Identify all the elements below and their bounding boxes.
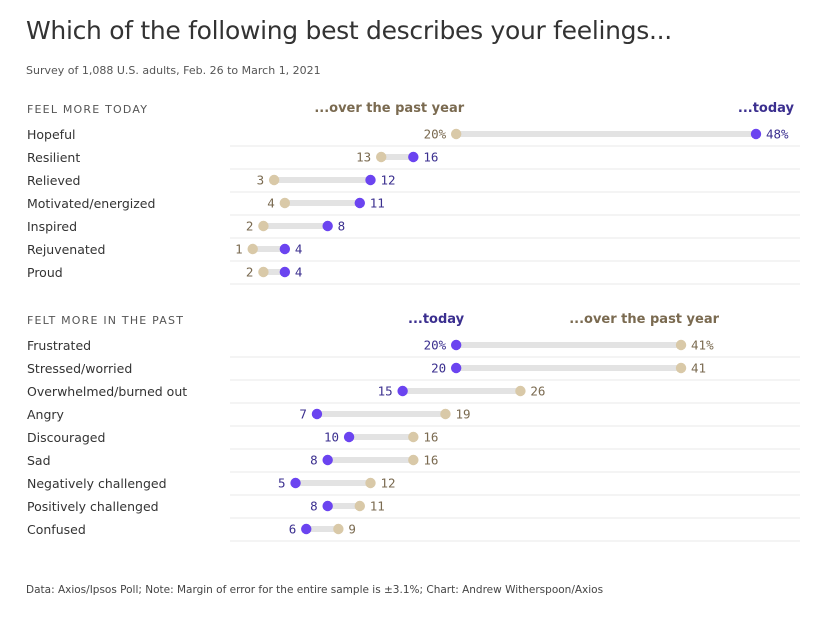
past-year-dot	[440, 408, 451, 420]
today-dot	[343, 431, 355, 443]
past-year-dot	[408, 454, 419, 466]
column-header-left: ...over the past year	[314, 101, 464, 116]
past-year-value-label: 13	[356, 150, 371, 165]
today-dot	[311, 408, 323, 420]
past-year-value-label: 41	[691, 361, 706, 376]
past-year-dot	[675, 339, 687, 351]
past-year-value-label: 16	[423, 430, 438, 445]
past-year-dot	[675, 362, 687, 374]
today-value-label: 7	[299, 407, 307, 422]
today-dot	[750, 128, 762, 140]
today-value-label: 11	[370, 196, 385, 211]
category-label: Hopeful	[27, 127, 75, 142]
past-year-value-label: 1	[235, 242, 243, 257]
category-label: Frustrated	[27, 338, 91, 353]
today-value-label: 48%	[766, 127, 789, 142]
today-dot	[450, 362, 462, 374]
past-year-dot	[450, 128, 462, 140]
past-year-dot	[408, 431, 419, 443]
chart-title: Which of the following best describes yo…	[26, 16, 672, 45]
past-year-dot	[354, 500, 365, 512]
today-dot	[322, 454, 333, 466]
category-label: Overwhelmed/burned out	[27, 384, 187, 399]
today-value-label: 12	[381, 173, 396, 188]
category-label: Stressed/worried	[27, 361, 132, 376]
today-dot	[365, 174, 376, 186]
chart-footer-source: Data: Axios/Ipsos Poll; Note: Margin of …	[26, 584, 604, 596]
today-value-label: 20	[431, 361, 446, 376]
section-heading: FEEL MORE TODAY	[27, 103, 148, 116]
today-value-label: 8	[310, 453, 318, 468]
past-year-dot	[247, 243, 258, 255]
past-year-dot	[333, 523, 344, 535]
today-value-label: 5	[278, 476, 286, 491]
category-label: Angry	[27, 407, 65, 422]
today-dot	[301, 523, 312, 535]
past-year-dot	[279, 197, 291, 209]
today-dot	[322, 220, 333, 232]
today-value-label: 8	[310, 499, 318, 514]
today-value-label: 4	[295, 242, 303, 257]
past-year-value-label: 26	[530, 384, 545, 399]
past-year-value-label: 3	[257, 173, 265, 188]
today-dot	[290, 477, 301, 489]
past-year-dot	[515, 385, 526, 397]
past-year-value-label: 2	[246, 265, 254, 280]
past-year-value-label: 16	[423, 453, 438, 468]
today-value-label: 15	[378, 384, 393, 399]
category-label: Motivated/energized	[27, 196, 155, 211]
today-dot	[450, 339, 462, 351]
today-value-label: 6	[289, 522, 297, 537]
today-dot	[354, 197, 365, 209]
today-value-label: 8	[338, 219, 346, 234]
today-dot	[279, 243, 291, 255]
past-year-dot	[365, 477, 376, 489]
past-year-value-label: 41%	[691, 338, 714, 353]
today-value-label: 16	[423, 150, 438, 165]
category-label: Proud	[27, 265, 63, 280]
category-label: Confused	[27, 522, 86, 537]
category-label: Resilient	[27, 150, 80, 165]
today-dot	[322, 500, 333, 512]
past-year-value-label: 19	[455, 407, 470, 422]
category-label: Sad	[27, 453, 51, 468]
today-value-label: 10	[324, 430, 339, 445]
category-label: Relieved	[27, 173, 80, 188]
category-label: Rejuvenated	[27, 242, 105, 257]
past-year-dot	[258, 266, 269, 278]
category-label: Negatively challenged	[27, 476, 167, 491]
past-year-value-label: 2	[246, 219, 254, 234]
today-dot	[397, 385, 408, 397]
past-year-dot	[376, 151, 387, 163]
column-header-left: ...today	[408, 312, 465, 327]
past-year-value-label: 11	[370, 499, 385, 514]
past-year-value-label: 12	[381, 476, 396, 491]
today-value-label: 20%	[424, 338, 447, 353]
past-year-dot	[258, 220, 269, 232]
chart-subtitle: Survey of 1,088 U.S. adults, Feb. 26 to …	[26, 64, 321, 77]
today-value-label: 4	[295, 265, 303, 280]
category-label: Positively challenged	[27, 499, 159, 514]
section-heading: FELT MORE IN THE PAST	[27, 314, 184, 327]
today-dot	[408, 151, 419, 163]
column-header-right: ...over the past year	[569, 312, 719, 327]
category-label: Discouraged	[27, 430, 105, 445]
column-header-right: ...today	[738, 101, 795, 116]
past-year-value-label: 4	[267, 196, 275, 211]
today-dot	[279, 266, 291, 278]
past-year-value-label: 20%	[424, 127, 447, 142]
past-year-dot	[268, 174, 280, 186]
category-label: Inspired	[27, 219, 77, 234]
past-year-value-label: 9	[348, 522, 356, 537]
